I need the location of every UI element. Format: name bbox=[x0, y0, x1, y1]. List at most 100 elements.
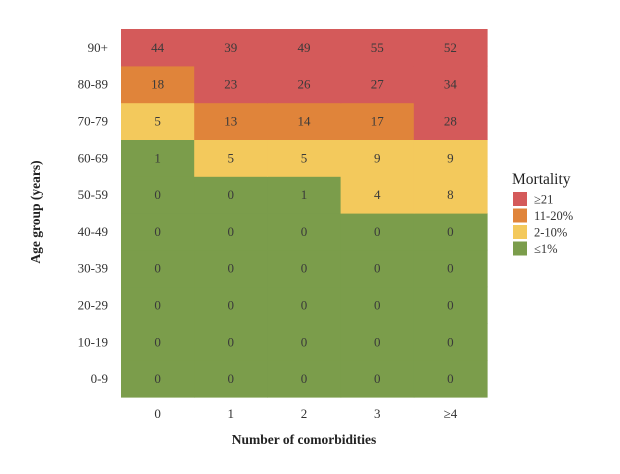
cell-value-label: 27 bbox=[371, 77, 385, 92]
cell-value-label: 0 bbox=[228, 371, 235, 386]
cell-value-label: 0 bbox=[154, 224, 161, 239]
heatmap-cell bbox=[121, 65, 195, 104]
y-axis-ticks: 0-9 10-19 20-29 30-39 40-49 50-59 60-69 70-79 80… bbox=[78, 40, 108, 386]
heatmap-cell bbox=[340, 176, 415, 214]
cell-value-label: 5 bbox=[228, 150, 235, 165]
x-tick-label: 1 bbox=[228, 406, 235, 421]
legend-label: 2-10% bbox=[534, 226, 567, 240]
x-tick-label: 0 bbox=[154, 406, 161, 421]
heatmap-cell bbox=[340, 249, 415, 288]
heatmap-cell bbox=[267, 139, 342, 177]
heatmap-cell bbox=[194, 213, 268, 251]
cell-value-label: 34 bbox=[444, 77, 458, 92]
legend-swatch bbox=[513, 192, 527, 206]
cell-value-label: 1 bbox=[301, 187, 308, 202]
cell-value-label: 26 bbox=[298, 77, 312, 92]
cell-value-label: 0 bbox=[374, 334, 381, 349]
heatmap-cell bbox=[340, 286, 415, 324]
cell-value-label: 1 bbox=[154, 150, 161, 165]
heatmap-cell bbox=[121, 213, 195, 251]
cell-value-label: 0 bbox=[154, 334, 161, 349]
cell-value-label: 0 bbox=[154, 371, 161, 386]
cell-value-label: 0 bbox=[154, 261, 161, 276]
heatmap-cell bbox=[267, 29, 342, 67]
cell-value-label: 0 bbox=[228, 261, 235, 276]
heatmap-cell bbox=[413, 176, 488, 214]
heatmap-cell bbox=[194, 139, 268, 177]
cell-value-label: 5 bbox=[301, 150, 308, 165]
x-axis-title: Number of comorbidities bbox=[232, 432, 377, 447]
cell-value-label: 44 bbox=[151, 40, 165, 55]
cell-value-label: 39 bbox=[224, 40, 237, 55]
cell-value-label: 0 bbox=[228, 298, 235, 313]
cell-value-label: 0 bbox=[228, 224, 235, 239]
legend-label: ≤1% bbox=[534, 242, 558, 256]
cell-value-label: 0 bbox=[447, 298, 454, 313]
cell-value-label: 0 bbox=[301, 224, 308, 239]
cell-value-label: 28 bbox=[444, 114, 457, 129]
heatmap-cell bbox=[121, 29, 195, 67]
heatmap-cell bbox=[194, 29, 268, 67]
cell-value-label: 0 bbox=[447, 261, 454, 276]
cell-value-label: 13 bbox=[224, 114, 237, 129]
heatmap-cell bbox=[194, 65, 268, 104]
cell-value-label: 0 bbox=[374, 371, 381, 386]
cell-value-label: 52 bbox=[444, 40, 457, 55]
heatmap-cell bbox=[413, 65, 488, 104]
heatmap-cell bbox=[267, 323, 342, 361]
x-axis-ticks: 0 1 2 3 ≥4 bbox=[154, 406, 457, 421]
heatmap-cell bbox=[121, 286, 195, 324]
heatmap-cell bbox=[267, 176, 342, 214]
heatmap-cell bbox=[340, 102, 415, 140]
y-tick-label: 40-49 bbox=[78, 224, 108, 239]
cell-value-label: 9 bbox=[447, 150, 454, 165]
heatmap-cell bbox=[267, 65, 342, 104]
cell-value-label: 0 bbox=[447, 371, 454, 386]
y-axis-title: Age group (years) bbox=[28, 160, 43, 263]
heatmap-cell bbox=[340, 323, 415, 361]
heatmap-cell-labels: 0 0 0 0 00 0 0 0 00 0 0 0 00 0 0 0 00 0 0 0 00 0 1 4 81 5 5 9 95 13 14… bbox=[151, 40, 457, 386]
heatmap-cell bbox=[413, 139, 488, 177]
cell-value-label: 18 bbox=[151, 77, 164, 92]
cell-value-label: 14 bbox=[298, 114, 312, 129]
cell-value-label: 4 bbox=[374, 187, 381, 202]
cell-value-label: 0 bbox=[301, 261, 308, 276]
heatmap-cell bbox=[194, 102, 268, 140]
cell-value-label: 0 bbox=[447, 334, 454, 349]
cell-value-label: 55 bbox=[371, 40, 384, 55]
y-tick-label: 30-39 bbox=[78, 261, 108, 276]
cell-value-label: 49 bbox=[298, 40, 311, 55]
heatmap-cell bbox=[121, 102, 195, 140]
x-tick-label: ≥4 bbox=[444, 406, 458, 421]
heatmap-cells bbox=[121, 29, 488, 398]
heatmap-cell bbox=[121, 249, 195, 288]
heatmap-cell bbox=[340, 213, 415, 251]
legend-swatch bbox=[513, 225, 527, 239]
cell-value-label: 23 bbox=[224, 77, 237, 92]
heatmap-cell bbox=[121, 360, 195, 398]
cell-value-label: 0 bbox=[301, 298, 308, 313]
cell-value-label: 8 bbox=[447, 187, 454, 202]
x-tick-label: 2 bbox=[301, 406, 308, 421]
heatmap-cell bbox=[413, 102, 488, 140]
heatmap-cell bbox=[267, 286, 342, 324]
heatmap-cell bbox=[121, 139, 195, 177]
heatmap-cell bbox=[194, 323, 268, 361]
heatmap-cell bbox=[194, 249, 268, 288]
heatmap-cell bbox=[413, 286, 488, 324]
heatmap-cell bbox=[267, 102, 342, 140]
y-tick-label: 50-59 bbox=[78, 187, 108, 202]
heatmap-cell bbox=[340, 139, 415, 177]
legend-swatch bbox=[513, 241, 527, 256]
y-tick-label: 20-29 bbox=[78, 298, 108, 313]
legend-swatch bbox=[513, 208, 527, 223]
cell-value-label: 5 bbox=[154, 114, 161, 129]
y-tick-label: 90+ bbox=[88, 40, 108, 55]
cell-value-label: 0 bbox=[154, 187, 161, 202]
heatmap-cell bbox=[194, 176, 268, 214]
cell-value-label: 0 bbox=[228, 334, 235, 349]
heatmap-cell bbox=[413, 323, 488, 361]
heatmap-cell bbox=[121, 323, 195, 361]
legend-label: ≥21 bbox=[534, 193, 553, 207]
